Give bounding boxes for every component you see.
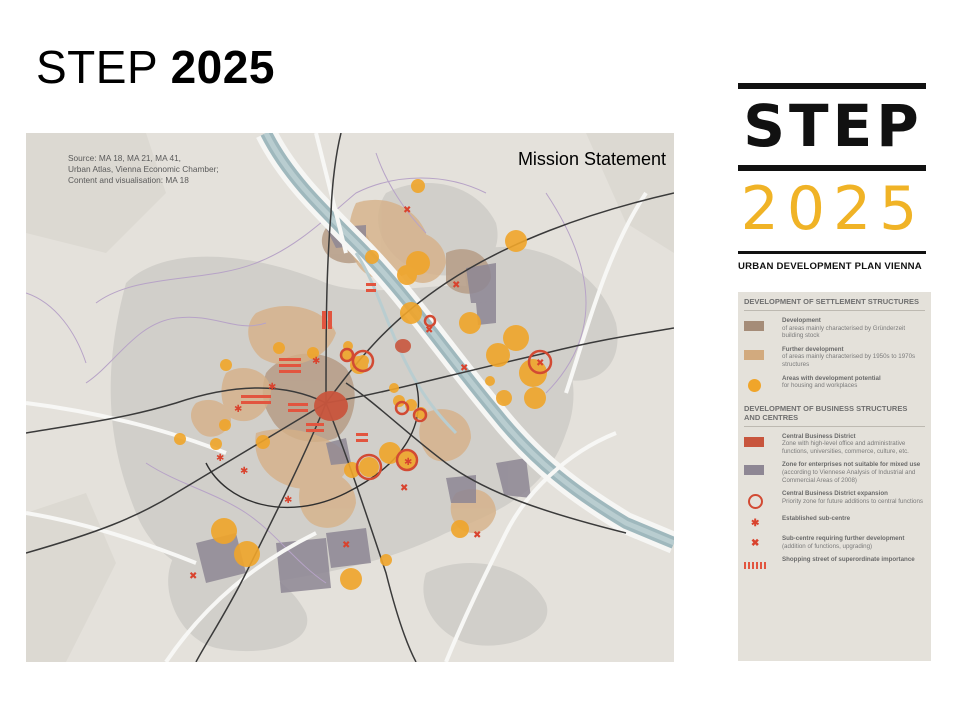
potential-dot-icon bbox=[748, 378, 761, 392]
logo-rule-bottom bbox=[738, 251, 926, 254]
danube-river bbox=[256, 133, 674, 554]
legend-item-desc: Zone with high-level office and administ… bbox=[782, 440, 909, 455]
legend-item-shopping-street: Shopping street of superordinate importa… bbox=[744, 556, 925, 570]
central-business-district bbox=[314, 339, 411, 421]
enterprise-zones bbox=[196, 225, 531, 593]
legend-item-enterprise: Zone for enterprises not suitable for mi… bbox=[744, 461, 925, 484]
legend-item-desc: (according to Viennese Analysis of Indus… bbox=[782, 468, 916, 484]
svg-text:✖: ✖ bbox=[460, 363, 468, 374]
legend-item-desc: for housing and workplaces bbox=[782, 382, 858, 390]
legend-item-title: Central Business District bbox=[782, 432, 856, 440]
motorways bbox=[26, 133, 648, 662]
legend-item-established-subcentre: ✱ Established sub-centre bbox=[744, 515, 925, 529]
legend-item-desc: of areas mainly characterised by Gründer… bbox=[782, 324, 906, 340]
district-boundaries bbox=[26, 152, 587, 584]
svg-text:✱: ✱ bbox=[404, 457, 412, 468]
legend-item-desc: of areas mainly characterised by 1950s t… bbox=[782, 353, 916, 368]
legend-item-gruenderzeit: Development of areas mainly characterised… bbox=[744, 317, 925, 340]
asterisk-icon: ✱ bbox=[751, 518, 760, 530]
sub-centres: ✖ ✖ ✖ ✖ ✖ ✖ ✖ ✖ ✖ ✱ ✱ ✱ ✱ ✱ ✱ ✱ bbox=[189, 205, 544, 582]
legend-item-title: Shopping street of superordinate importa… bbox=[782, 556, 915, 564]
map-source-note: Source: MA 18, MA 21, MA 41, Urban Atlas… bbox=[68, 153, 219, 185]
legend-item-cbd-expansion: Central Business District expansion Prior… bbox=[744, 490, 925, 510]
map-graphic: ✖ ✖ ✖ ✖ ✖ ✖ ✖ ✖ ✖ ✱ ✱ ✱ ✱ ✱ ✱ ✱ bbox=[26, 133, 674, 662]
legend-item-subcentre-development: ✖ Sub-centre requiring further developme… bbox=[744, 535, 925, 550]
ring-icon bbox=[748, 494, 763, 510]
svg-text:✱: ✱ bbox=[240, 466, 248, 477]
legend-item-desc: Priority zone for future additions to ce… bbox=[782, 497, 924, 505]
enterprise-swatch bbox=[744, 465, 764, 476]
legend-item-title: Central Business District expansion bbox=[782, 490, 888, 498]
legend-item-cbd: Central Business District Zone with high-… bbox=[744, 433, 925, 456]
logo-rule-middle bbox=[738, 165, 926, 171]
svg-text:✱: ✱ bbox=[312, 356, 320, 367]
legend-item-title: Zone for enterprises not suitable for mi… bbox=[782, 461, 921, 469]
mission-statement-label: Mission Statement bbox=[517, 149, 666, 169]
slide-title-year: 2025 bbox=[170, 41, 275, 93]
svg-text:✖: ✖ bbox=[342, 540, 350, 551]
logo-subtitle: URBAN DEVELOPMENT PLAN VIENNA bbox=[738, 261, 922, 272]
svg-text:✱: ✱ bbox=[216, 453, 224, 464]
map-legend: DEVELOPMENT OF SETTLEMENT STRUCTURES Dev… bbox=[738, 292, 931, 661]
legend-item-title: Further development bbox=[782, 345, 844, 353]
hatch-icon bbox=[744, 562, 766, 570]
gruenderzeit-swatch bbox=[744, 321, 764, 331]
legend-item-title: Established sub-centre bbox=[782, 515, 851, 523]
legend-item-potential: Areas with development potential for hous… bbox=[744, 375, 925, 392]
cbd-swatch bbox=[744, 436, 764, 447]
svg-text:✖: ✖ bbox=[452, 280, 460, 291]
vienna-development-map[interactable]: ✖ ✖ ✖ ✖ ✖ ✖ ✖ ✖ ✖ ✱ ✱ ✱ ✱ ✱ ✱ ✱ Source: … bbox=[26, 133, 674, 662]
svg-text:✖: ✖ bbox=[403, 205, 411, 216]
logo-rule-top bbox=[738, 83, 926, 89]
logo-word-year: 2025 bbox=[740, 174, 926, 244]
svg-text:✱: ✱ bbox=[234, 404, 242, 415]
legend-item-desc: (addition of functions, upgrading) bbox=[782, 542, 873, 550]
cross-icon: ✖ bbox=[751, 538, 760, 550]
legend-item-title: Areas with development potential bbox=[782, 374, 881, 382]
svg-text:✖: ✖ bbox=[473, 530, 481, 541]
legend-item-title: Development bbox=[782, 317, 821, 324]
step-2025-logo: STEP 2025 URBAN DEVELOPMENT PLAN VIENNA bbox=[738, 83, 928, 275]
svg-text:✱: ✱ bbox=[284, 495, 292, 506]
svg-text:✖: ✖ bbox=[536, 358, 544, 369]
postwar-swatch bbox=[744, 349, 764, 360]
shopping-streets bbox=[241, 283, 376, 442]
svg-text:✖: ✖ bbox=[425, 325, 433, 336]
cbd-expansion-rings bbox=[339, 314, 553, 481]
development-potential-areas bbox=[174, 179, 547, 590]
slide-title: STEP 2025 bbox=[36, 44, 275, 90]
slide-title-prefix: STEP bbox=[36, 41, 158, 93]
legend-section-business: DEVELOPMENT OF BUSINESS STRUCTURES AND C… bbox=[744, 404, 925, 427]
legend-item-title: Sub-centre requiring further development bbox=[782, 535, 905, 543]
legend-section-settlement: DEVELOPMENT OF SETTLEMENT STRUCTURES bbox=[744, 297, 925, 311]
legend-item-postwar: Further development of areas mainly chara… bbox=[744, 346, 925, 369]
svg-text:✖: ✖ bbox=[189, 571, 197, 582]
svg-text:✱: ✱ bbox=[268, 382, 276, 393]
logo-word-step: STEP bbox=[743, 92, 923, 160]
svg-text:✖: ✖ bbox=[400, 483, 408, 494]
